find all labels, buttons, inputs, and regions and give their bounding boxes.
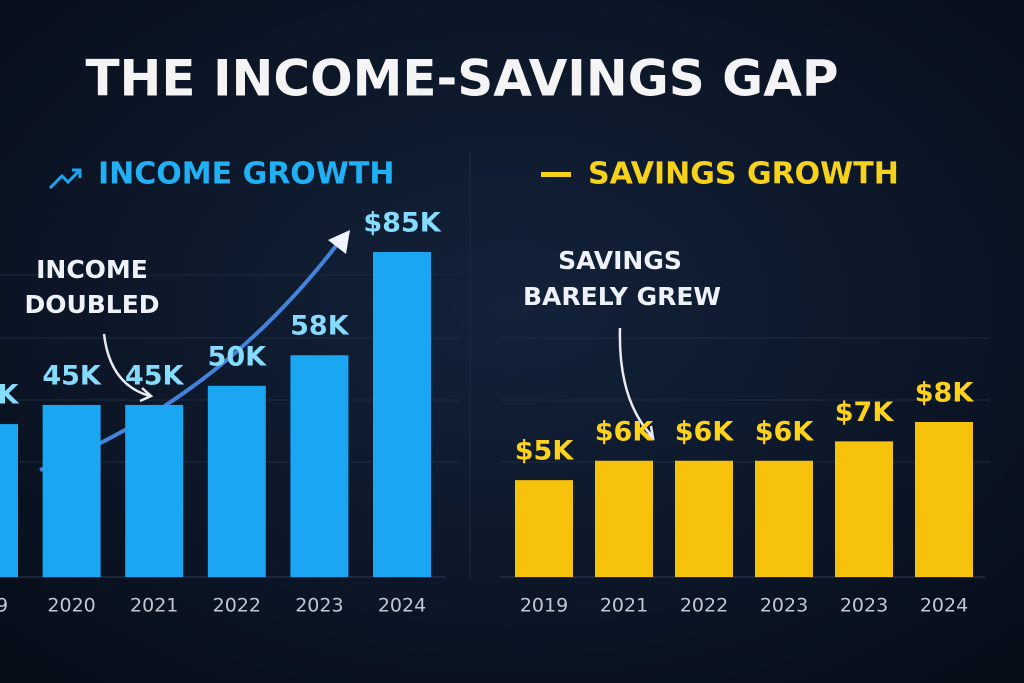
annotation: DOUBLED <box>24 290 159 319</box>
value-label: $6K <box>755 416 815 447</box>
bar <box>0 424 18 577</box>
value-label: 50K <box>208 341 268 372</box>
x-tick-label: 2024 <box>920 595 968 617</box>
bar <box>915 422 973 577</box>
bar <box>755 460 813 577</box>
bar <box>207 385 266 577</box>
x-tick-label: 2023 <box>760 595 808 617</box>
x-tick-label: 2024 <box>378 595 426 617</box>
value-label: $8K <box>915 378 975 409</box>
chart-title: INCOME GROWTH <box>98 157 394 192</box>
value-label: $6K <box>675 416 735 447</box>
dash-icon <box>541 172 571 177</box>
x-tick-label: 2022 <box>680 595 728 617</box>
x-tick-label: 2021 <box>600 595 648 617</box>
pointer-arrow-head <box>641 425 655 441</box>
annotation: BARELY GREW <box>523 282 721 311</box>
value-label: $5K <box>515 436 575 467</box>
value-label: K <box>0 380 20 411</box>
pointer-arrow <box>102 333 151 398</box>
pointer-arrow-head <box>139 387 154 403</box>
x-tick-label: 2022 <box>213 595 261 617</box>
bar <box>675 460 733 577</box>
bar <box>835 441 893 577</box>
x-tick-label: 2021 <box>130 595 178 617</box>
trend-icon <box>48 168 82 190</box>
page-title: THE INCOME-SAVINGS GAP <box>85 50 838 108</box>
value-label: $7K <box>835 397 895 428</box>
x-tick-label: 2023 <box>840 595 888 617</box>
annotation: INCOME <box>36 255 148 284</box>
pointer-arrow <box>618 327 653 437</box>
annotation: SAVINGS <box>558 246 682 275</box>
value-label: $6K <box>595 416 655 447</box>
value-label: $85K <box>363 208 441 239</box>
x-tick-label: 9 <box>0 595 8 617</box>
value-label: 45K <box>125 360 185 391</box>
bar <box>125 404 184 577</box>
chart-title: SAVINGS GROWTH <box>588 157 899 192</box>
value-label: 45K <box>42 360 102 391</box>
trend-arrow-head <box>328 230 350 254</box>
bar <box>373 252 431 577</box>
bar <box>42 404 101 577</box>
bar <box>515 480 573 577</box>
value-label: 58K <box>290 311 350 342</box>
bar <box>595 460 653 577</box>
bar <box>290 355 349 577</box>
x-tick-label: 2020 <box>47 595 95 617</box>
x-tick-label: 2023 <box>295 595 343 617</box>
x-tick-label: 2019 <box>520 595 568 617</box>
